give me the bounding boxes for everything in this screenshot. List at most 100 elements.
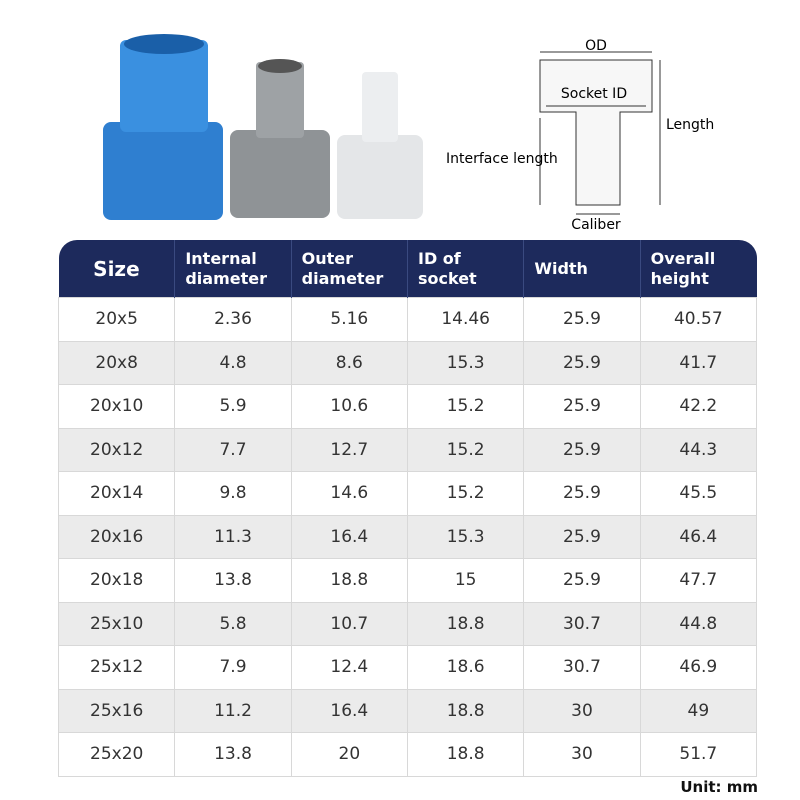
table-cell: 45.5: [639, 471, 758, 516]
table-cell: 10.6: [290, 384, 408, 429]
table-cell: 46.4: [639, 514, 758, 559]
table-cell: 18.6: [406, 645, 525, 690]
table-body: 20x5 2.36 5.16 14.46 25.9 40.57 20x8 4.8 8.6 15.3…: [57, 297, 758, 777]
caliber-label: Caliber: [571, 217, 621, 233]
table-cell: 25.9: [523, 384, 641, 429]
table-cell: 12.4: [290, 645, 408, 690]
table-cell: 30: [523, 688, 641, 733]
table-cell: 44.3: [639, 427, 758, 472]
table-cell: 13.8: [174, 558, 292, 603]
interface-length-label: Interface length: [446, 151, 558, 167]
header-cell: Outer diameter: [290, 240, 408, 298]
table-row: 20x16 11.3 16.4 15.3 25.9 46.4: [57, 514, 758, 559]
white-fitting-base: [337, 135, 423, 219]
table-cell: 25.9: [523, 514, 641, 559]
table-cell: 18.8: [406, 688, 525, 733]
gray-fitting-base: [230, 130, 330, 218]
table-cell: 10.7: [290, 601, 408, 646]
table-cell: 15.2: [406, 471, 525, 516]
table-cell: 46.9: [639, 645, 758, 690]
table-cell: 25.9: [523, 558, 641, 603]
length-label: Length: [666, 117, 714, 133]
blue-fitting-base: [103, 122, 223, 220]
table-cell: 15.2: [406, 384, 525, 429]
table-cell: 51.7: [639, 732, 758, 777]
table-cell: 9.8: [174, 471, 292, 516]
table-cell: 14.6: [290, 471, 408, 516]
gray-fitting-barb: [256, 62, 304, 138]
table-cell: 40.57: [639, 297, 758, 342]
table-cell: 44.8: [639, 601, 758, 646]
table-cell: 47.7: [639, 558, 758, 603]
table-row: 25x16 11.2 16.4 18.8 30 49: [57, 688, 758, 733]
table-cell: 25.9: [523, 471, 641, 516]
table-cell: 20: [290, 732, 408, 777]
header-cell: Internal diameter: [174, 240, 292, 298]
table-cell: 8.6: [290, 340, 408, 385]
unit-note: Unit: mm: [680, 778, 758, 796]
table-row: 20x18 13.8 18.8 15 25.9 47.7: [57, 558, 758, 603]
table-cell: 5.8: [174, 601, 292, 646]
table-cell: 13.8: [174, 732, 292, 777]
table-cell: 25.9: [523, 297, 641, 342]
table-cell: 16.4: [290, 688, 408, 733]
gray-fitting-top: [258, 59, 302, 73]
table-cell: 20x5: [57, 297, 176, 342]
schematic: [539, 51, 661, 215]
table-cell: 25x16: [57, 688, 176, 733]
table-cell: 20x14: [57, 471, 176, 516]
table-cell: 20x8: [57, 340, 176, 385]
header-row: Size Internal diameter Outer diameter ID of…: [58, 240, 757, 298]
white-fitting-barb: [362, 72, 398, 142]
table-cell: 20x12: [57, 427, 176, 472]
header-cell: ID of socket: [406, 240, 524, 298]
table-row: 20x10 5.9 10.6 15.2 25.9 42.2: [57, 384, 758, 429]
table-cell: 42.2: [639, 384, 758, 429]
header-cell: Size: [58, 240, 175, 298]
table-cell: 16.4: [290, 514, 408, 559]
table-cell: 20x16: [57, 514, 176, 559]
table-row: 25x10 5.8 10.7 18.8 30.7 44.8: [57, 601, 758, 646]
table-cell: 18.8: [406, 732, 525, 777]
table-cell: 20x10: [57, 384, 176, 429]
od-label: OD: [585, 38, 607, 54]
table-row: 25x12 7.9 12.4 18.6 30.7 46.9: [57, 645, 758, 690]
header-cell: Width: [523, 240, 641, 298]
table-cell: 14.46: [406, 297, 525, 342]
product-illustration: OD Socket ID Length Interface length Cal…: [103, 34, 714, 233]
table-cell: 4.8: [174, 340, 292, 385]
table-cell: 2.36: [174, 297, 292, 342]
table-cell: 7.9: [174, 645, 292, 690]
table-cell: 25.9: [523, 340, 641, 385]
table-cell: 20x18: [57, 558, 176, 603]
table-row: 20x12 7.7 12.7 15.2 25.9 44.3: [57, 427, 758, 472]
table-row: 20x8 4.8 8.6 15.3 25.9 41.7: [57, 340, 758, 385]
table-cell: 25x12: [57, 645, 176, 690]
table-cell: 7.7: [174, 427, 292, 472]
spec-table: Size Internal diameter Outer diameter ID of…: [57, 240, 758, 777]
table-cell: 30.7: [523, 601, 641, 646]
table-row: 25x20 13.8 20 18.8 30 51.7: [57, 732, 758, 777]
blue-fitting-top: [124, 34, 204, 54]
table-cell: 15.2: [406, 427, 525, 472]
socket-id-label: Socket ID: [561, 86, 627, 102]
table-cell: 5.9: [174, 384, 292, 429]
table-cell: 30.7: [523, 645, 641, 690]
table-cell: 30: [523, 732, 641, 777]
table-cell: 18.8: [290, 558, 408, 603]
table-cell: 25x20: [57, 732, 176, 777]
table-row: 20x14 9.8 14.6 15.2 25.9 45.5: [57, 471, 758, 516]
table-cell: 11.3: [174, 514, 292, 559]
table-row: 20x5 2.36 5.16 14.46 25.9 40.57: [57, 297, 758, 342]
table-cell: 12.7: [290, 427, 408, 472]
header-cell: Overall height: [639, 240, 757, 298]
table-cell: 5.16: [290, 297, 408, 342]
table-cell: 15: [406, 558, 525, 603]
table-cell: 15.3: [406, 514, 525, 559]
table-cell: 49: [639, 688, 758, 733]
table-cell: 25.9: [523, 427, 641, 472]
table-cell: 11.2: [174, 688, 292, 733]
blue-fitting-barb: [120, 40, 208, 132]
table-cell: 15.3: [406, 340, 525, 385]
